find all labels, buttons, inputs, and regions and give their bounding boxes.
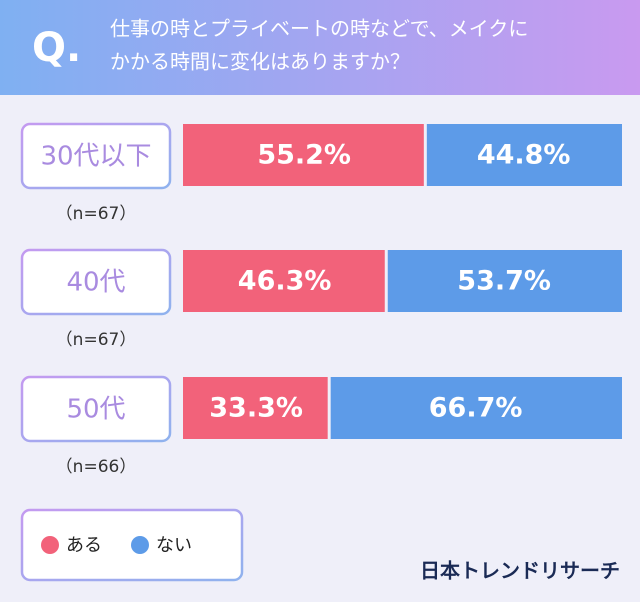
category-label: 30代以下 (40, 142, 151, 172)
legend-swatch (131, 536, 149, 554)
category-label: 40代 (66, 268, 125, 298)
category-box (20, 375, 172, 443)
bar-segment (426, 124, 622, 186)
bar-segment (330, 377, 622, 439)
value-label: 44.8% (477, 140, 571, 171)
source-logo: 日本トレンドリサーチ (420, 559, 620, 583)
sample-size: （n=67） (56, 330, 137, 350)
legend-label: ない (156, 535, 192, 556)
value-label: 46.3% (238, 266, 332, 297)
value-label: 66.7% (429, 393, 523, 424)
category-box (20, 122, 172, 190)
category-label: 50代 (66, 395, 125, 425)
bar-segment (183, 250, 385, 312)
title-line: かかる時間に変化はありますか？ (110, 50, 410, 74)
title-line: 仕事の時とプライベートの時などで、メイクに (110, 17, 528, 41)
value-label: 33.3% (209, 393, 303, 424)
bar-segment (183, 124, 424, 186)
legend-swatch (41, 536, 59, 554)
bar-segment (387, 250, 622, 312)
category-box (20, 248, 172, 316)
question-mark: Q. (32, 25, 81, 71)
value-label: 55.2% (257, 140, 351, 171)
bar-segment (183, 377, 328, 439)
value-label: 53.7% (457, 266, 551, 297)
sample-size: （n=66） (56, 457, 137, 477)
header (0, 0, 640, 95)
legend-label: ある (66, 535, 102, 556)
sample-size: （n=67） (56, 204, 137, 224)
